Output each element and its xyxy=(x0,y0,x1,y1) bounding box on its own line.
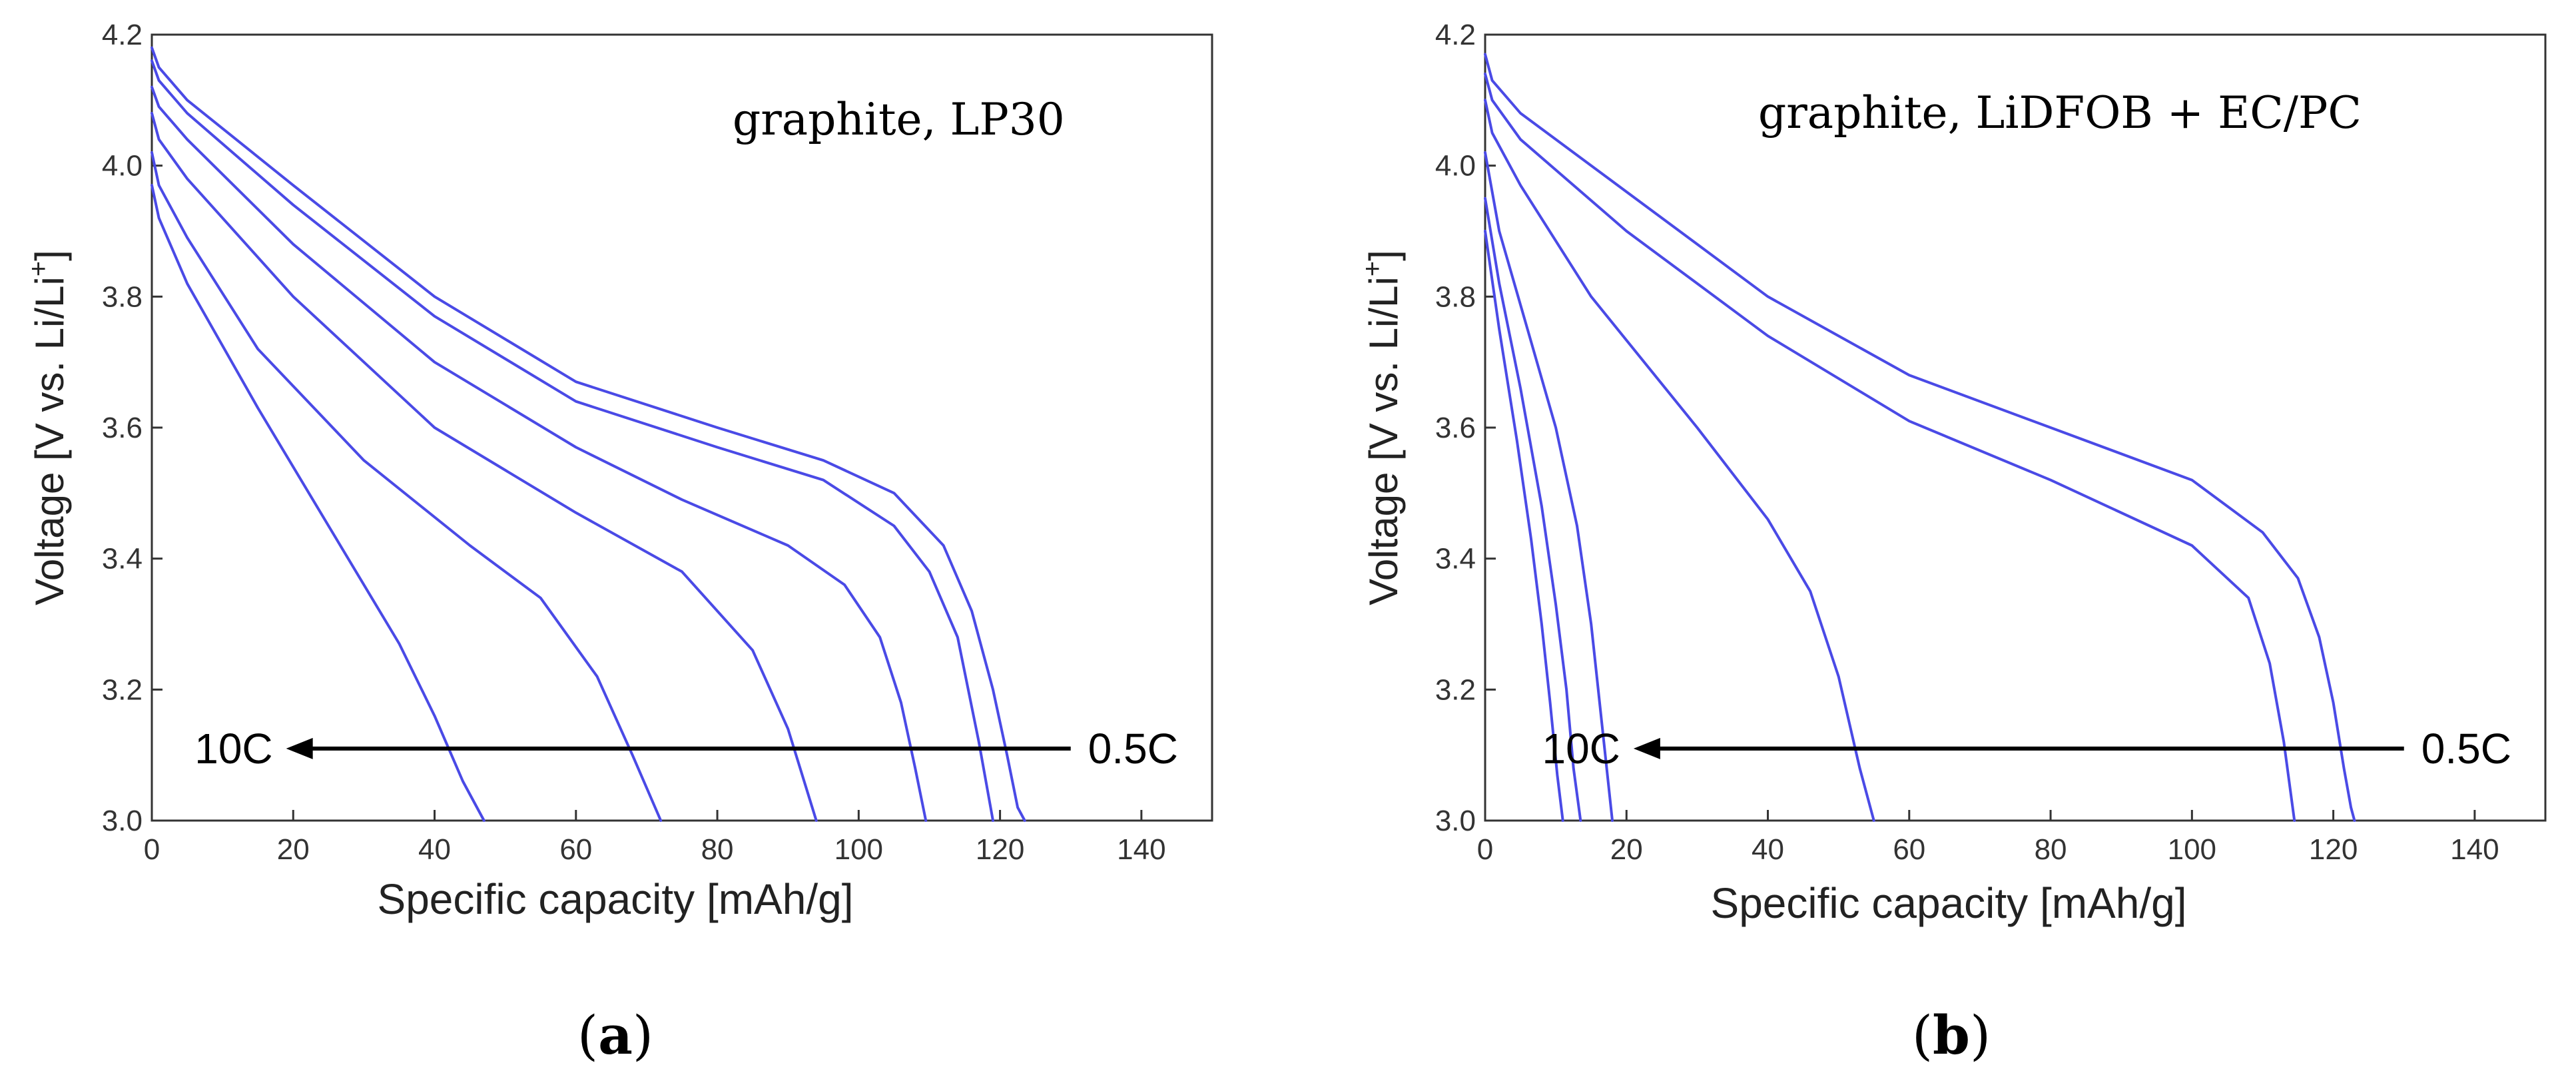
y-axis-label-main-b: Voltage [V vs. Li/Li xyxy=(1361,276,1406,605)
y-tick-label-a-4.2: 4.2 xyxy=(102,19,143,51)
y-tick-label-a-3.0: 3.0 xyxy=(102,805,143,837)
panel-letter-a: a xyxy=(598,1004,633,1066)
x-axis-label-a: Specific capacity [mAh/g] xyxy=(378,875,854,923)
arrow-head-b xyxy=(1633,737,1660,759)
y-tick-label-b-3.8: 3.8 xyxy=(1435,280,1476,313)
series-group-a xyxy=(151,46,1026,822)
y-axis-label-a: Voltage [V vs. Li/Li+] xyxy=(24,250,72,605)
y-tick-label-a-4.0: 4.0 xyxy=(102,150,143,182)
x-tick-label-b-100: 100 xyxy=(2168,833,2216,866)
y-tick-label-b-3.6: 3.6 xyxy=(1435,412,1476,444)
series-group-b xyxy=(1484,53,2356,822)
chart-title-a: graphite, LP30 xyxy=(733,94,1065,145)
y-ticks-b: 3.0 3.2 3.4 3.6 3.8 4.0 4.2 xyxy=(1435,19,1496,837)
x-ticks-b: 0 20 40 60 80 100 120 140 xyxy=(1477,810,2499,866)
y-tick-label-a-3.4: 3.4 xyxy=(102,543,143,575)
x-tick-label-a-100: 100 xyxy=(834,833,883,866)
series-line-b-1C xyxy=(1484,73,2296,822)
series-line-a-3C xyxy=(151,112,818,822)
y-tick-label-b-4.0: 4.0 xyxy=(1435,150,1476,182)
y-tick-label-b-3.2: 3.2 xyxy=(1435,673,1476,706)
x-tick-label-b-120: 120 xyxy=(2309,833,2358,866)
arrow-head-a xyxy=(286,737,313,759)
x-tick-label-b-40: 40 xyxy=(1752,833,1784,866)
y-tick-label-a-3.8: 3.8 xyxy=(102,280,143,313)
y-tick-label-a-3.6: 3.6 xyxy=(102,412,143,444)
x-axis-label-b: Specific capacity [mAh/g] xyxy=(1711,879,2187,927)
series-line-a-0-5C xyxy=(151,46,1026,822)
panel-label-b: (b) xyxy=(1912,1004,1991,1066)
x-tick-label-a-0: 0 xyxy=(144,833,160,866)
x-tick-label-b-20: 20 xyxy=(1610,833,1643,866)
y-axis-label-b: Voltage [V vs. Li/Li+] xyxy=(1358,250,1406,605)
arrow-end-label-a: 10C xyxy=(194,725,272,773)
y-tick-label-b-3.0: 3.0 xyxy=(1435,805,1476,837)
panel-label-a: (a) xyxy=(577,1004,653,1066)
panel-letter-b: b xyxy=(1933,1004,1970,1066)
rate-arrow-b: 0.5C 10C xyxy=(1542,725,2511,773)
y-tick-label-a-3.2: 3.2 xyxy=(102,673,143,706)
x-tick-label-b-60: 60 xyxy=(1893,833,1925,866)
x-tick-label-a-120: 120 xyxy=(976,833,1024,866)
series-line-b-7C xyxy=(1484,196,1582,822)
arrow-start-label-b: 0.5C xyxy=(2421,725,2511,773)
arrow-start-label-a: 0.5C xyxy=(1088,725,1178,773)
plot-area-b xyxy=(1484,33,2547,822)
x-tick-label-a-40: 40 xyxy=(418,833,451,866)
series-line-a-1C xyxy=(151,59,994,822)
series-line-b-5C xyxy=(1484,151,1614,822)
y-ticks-a: 3.0 3.2 3.4 3.6 3.8 4.0 4.2 xyxy=(102,19,162,837)
chart-panel-a: 0 20 40 60 80 100 120 140 3.0 3.2 3.4 3.6 3.8 4.0 4.2… xyxy=(24,19,1213,1066)
arrow-end-label-b: 10C xyxy=(1542,725,1620,773)
y-axis-label-sup-b: + xyxy=(1358,261,1387,276)
chart-panel-b: 0 20 40 60 80 100 120 140 3.0 3.2 3.4 3.6 3.8 4.0 4.2… xyxy=(1358,19,2547,1066)
series-line-b-2C xyxy=(1484,99,1875,822)
series-line-b-0-5C xyxy=(1484,53,2356,822)
x-tick-label-b-0: 0 xyxy=(1477,833,1493,866)
x-tick-label-a-20: 20 xyxy=(277,833,310,866)
y-axis-label-close-b: ] xyxy=(1361,250,1406,261)
y-axis-label-sup-a: + xyxy=(24,261,53,276)
x-tick-label-b-80: 80 xyxy=(2035,833,2067,866)
series-line-b-10C xyxy=(1484,230,1564,822)
series-line-a-5C xyxy=(151,151,663,822)
plot-area-a xyxy=(151,33,1213,822)
x-tick-label-a-60: 60 xyxy=(559,833,592,866)
y-tick-label-b-4.2: 4.2 xyxy=(1435,19,1476,51)
x-tick-label-a-80: 80 xyxy=(701,833,734,866)
x-ticks-a: 0 20 40 60 80 100 120 140 xyxy=(144,810,1166,866)
rate-arrow-a: 0.5C 10C xyxy=(194,725,1178,773)
y-tick-label-b-3.4: 3.4 xyxy=(1435,543,1476,575)
y-axis-label-close-a: ] xyxy=(27,250,72,261)
chart-title-b: graphite, LiDFOB + EC/PC xyxy=(1758,87,2362,139)
x-tick-label-a-140: 140 xyxy=(1117,833,1165,866)
series-line-a-2C xyxy=(151,85,928,822)
y-axis-label-main-a: Voltage [V vs. Li/Li xyxy=(27,276,72,605)
series-line-a-10C xyxy=(151,184,485,822)
x-tick-label-b-140: 140 xyxy=(2450,833,2499,866)
